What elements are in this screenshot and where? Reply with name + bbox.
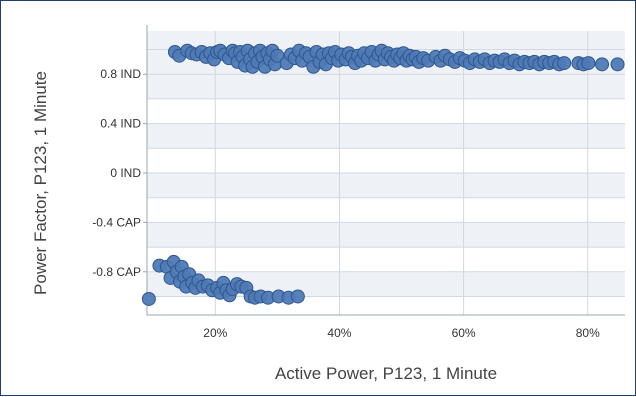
plot-band — [147, 222, 625, 248]
plot-band — [147, 173, 625, 198]
y-tick-label: -0.4 CAP — [92, 215, 141, 229]
plot-band — [147, 74, 625, 99]
y-tick-label: -0.8 CAP — [92, 265, 141, 279]
y-tick-label: 0.4 IND — [100, 117, 141, 131]
x-axis-title: Active Power, P123, 1 Minute — [275, 364, 497, 383]
x-tick-label: 80% — [576, 326, 600, 340]
data-point — [290, 289, 305, 304]
x-tick-label: 40% — [327, 326, 351, 340]
data-points — [141, 43, 625, 306]
data-point — [595, 57, 610, 72]
data-point — [610, 57, 625, 72]
y-axis-title: Power Factor, P123, 1 Minute — [31, 71, 50, 295]
data-point — [270, 48, 285, 63]
data-point — [581, 56, 596, 71]
data-point — [557, 56, 572, 71]
x-tick-label: 60% — [452, 326, 476, 340]
axes — [143, 25, 625, 316]
y-tick-label: 0 IND — [110, 166, 141, 180]
data-point — [141, 291, 156, 306]
tick-labels: 0.8 IND 0.4 IND 0 IND -0.4 CAP -0.8 CAP 20% 40… — [92, 67, 600, 340]
plot-band — [147, 123, 625, 149]
y-tick-label: 0.8 IND — [100, 67, 141, 81]
x-tick-label: 20% — [203, 326, 227, 340]
